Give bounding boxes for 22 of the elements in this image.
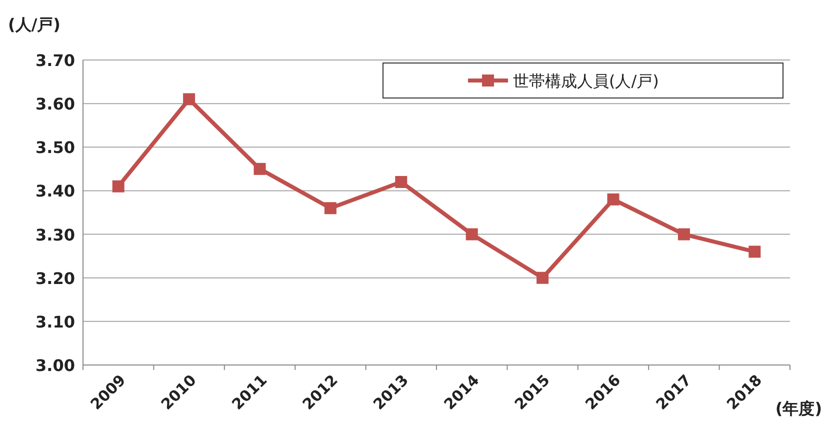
- point: [607, 193, 620, 206]
- y-tick-label: 3.00: [36, 356, 75, 375]
- point: [183, 93, 196, 106]
- point: [536, 272, 549, 284]
- y-tick-label: 3.50: [36, 138, 75, 158]
- y-tick-label: 3.70: [36, 51, 75, 70]
- legend-label: 世帯構成人員(人/戸): [513, 72, 659, 90]
- y-tick-label: 3.20: [36, 268, 75, 288]
- point: [254, 162, 266, 175]
- y-tick-label: 3.10: [36, 312, 75, 332]
- point: [112, 180, 124, 192]
- point: [678, 228, 690, 240]
- point: [324, 202, 336, 214]
- y-tick-label: 3.40: [36, 182, 75, 201]
- y-axis-title: (人/戸): [8, 15, 60, 34]
- point: [395, 176, 408, 188]
- legend: 世帯構成人員(人/戸): [382, 62, 784, 98]
- point: [466, 228, 478, 240]
- point: [748, 246, 761, 258]
- y-tick-label: 3.60: [36, 94, 75, 114]
- x-axis-title: (年度): [775, 399, 822, 418]
- y-tick-label: 3.30: [36, 225, 75, 244]
